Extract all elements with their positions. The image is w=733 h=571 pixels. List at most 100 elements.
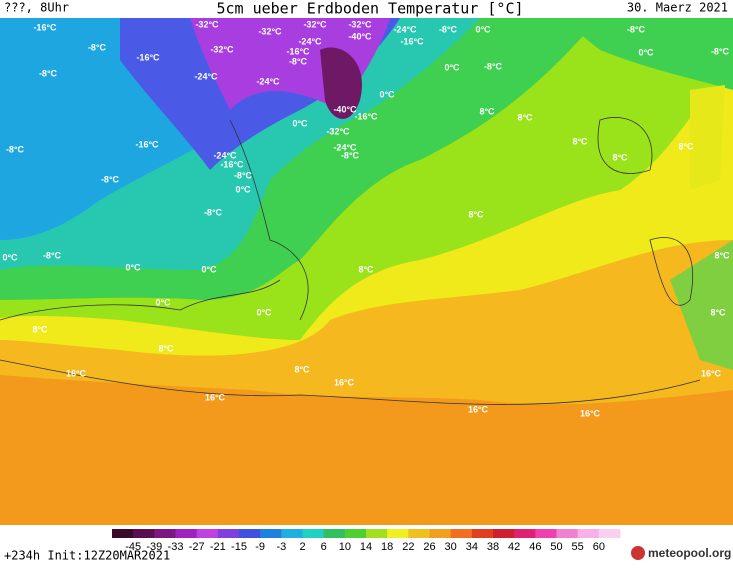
isotherm-label: 8°C <box>714 250 730 260</box>
isotherm-label: -24°C <box>194 71 218 81</box>
colorbar-swatch <box>323 529 346 538</box>
colorbar-label: -15 <box>231 541 247 553</box>
colorbar-swatch <box>556 529 579 538</box>
colorbar-label: 50 <box>550 541 562 553</box>
isotherm-label: -32°C <box>195 19 219 29</box>
header-date: 30. Maerz 2021 <box>627 1 728 15</box>
isotherm-label: -8°C <box>101 174 120 184</box>
isotherm-label: 0°C <box>379 89 395 99</box>
colorbar-swatch <box>429 529 452 538</box>
colorbar-swatch <box>577 529 600 538</box>
isotherm-label: -32°C <box>326 126 350 136</box>
colorbar-label: -3 <box>276 541 286 553</box>
isotherm-label: 8°C <box>358 264 374 274</box>
isotherm-label: -8°C <box>627 24 646 34</box>
colorbar-swatch <box>471 529 494 538</box>
isotherm-label: 0°C <box>475 24 491 34</box>
isotherm-label: -8°C <box>484 61 503 71</box>
isotherm-label: 16°C <box>205 392 226 402</box>
colorbar-label: 22 <box>402 541 414 553</box>
colorbar-swatch <box>154 529 176 538</box>
colorbar-label: 60 <box>593 541 605 553</box>
isotherm-label: -8°C <box>6 144 25 154</box>
colorbar-label: 42 <box>508 541 520 553</box>
isotherm-label: 8°C <box>710 307 726 317</box>
isotherm-label: 8°C <box>678 141 694 151</box>
colorbar-swatch <box>366 529 388 538</box>
colorbar-label: -21 <box>210 541 226 553</box>
isotherm-label: 16°C <box>468 404 489 414</box>
isotherm-label: 8°C <box>572 136 588 146</box>
isotherm-label: -8°C <box>289 56 308 66</box>
temperature-field <box>0 18 733 525</box>
colorbar-swatch <box>239 529 261 538</box>
colorbar-swatch <box>175 529 198 538</box>
colorbar-label: 26 <box>423 541 435 553</box>
isotherm-label: 8°C <box>468 209 484 219</box>
isotherm-label: -32°C <box>258 26 282 36</box>
colorbar-label: -27 <box>189 541 205 553</box>
isotherm-label: 0°C <box>444 62 460 72</box>
isotherm-label: 16°C <box>66 368 87 378</box>
isotherm-label: -24°C <box>393 24 417 34</box>
colorbar-swatch <box>196 529 219 538</box>
isotherm-label: 8°C <box>479 106 495 116</box>
colorbar-swatch <box>493 529 515 538</box>
isotherm-labels: -16°C-8°C-16°C-8°C-32°C-32°C-32°C-24°C-3… <box>2 19 730 418</box>
colorbar-label: -33 <box>168 541 184 553</box>
colorbar-swatch <box>408 529 430 538</box>
isotherm-label: -8°C <box>711 46 730 56</box>
isotherm-label: -40°C <box>333 104 357 114</box>
colorbar-swatch <box>514 529 536 538</box>
isotherm-label: 0°C <box>125 262 141 272</box>
isotherm-label: 0°C <box>2 252 18 262</box>
isotherm-label: -16°C <box>135 139 159 149</box>
isotherm-label: 8°C <box>32 324 48 334</box>
isotherm-label: 0°C <box>235 184 251 194</box>
isotherm-label: 16°C <box>580 408 601 418</box>
isotherm-label: -24°C <box>256 76 280 86</box>
isotherm-label: 0°C <box>256 307 272 317</box>
coastlines <box>0 117 701 405</box>
isotherm-label: 0°C <box>292 118 308 128</box>
isotherm-label: -16°C <box>220 159 244 169</box>
colorbar-label: 2 <box>299 541 305 553</box>
isotherm-label: -8°C <box>439 24 458 34</box>
colorbar-label: 46 <box>529 541 541 553</box>
colorbar-label: -39 <box>146 541 162 553</box>
colorbar-swatch <box>112 529 134 538</box>
isotherm-label: 8°C <box>294 364 310 374</box>
colorbar-label: -45 <box>125 541 141 553</box>
colorbar-label: -9 <box>255 541 265 553</box>
run-info: +234h Init:12Z20MAR2021 <box>4 549 170 563</box>
colorbar-swatch <box>133 529 155 538</box>
isotherm-label: 8°C <box>517 112 533 122</box>
colorbar-label: 14 <box>360 541 372 553</box>
isotherm-label: -24°C <box>298 36 322 46</box>
colorbar-swatch <box>217 529 240 538</box>
colorbar-label: 18 <box>381 541 393 553</box>
colorbar-swatch <box>598 529 621 538</box>
isotherm-label: -40°C <box>348 31 372 41</box>
isotherm-label: -16°C <box>400 36 424 46</box>
colorbar-swatch <box>281 529 303 538</box>
colorbar-swatch <box>302 529 325 538</box>
isotherm-label: 8°C <box>612 152 628 162</box>
colorbar-swatch <box>344 529 367 538</box>
isotherm-label: 8°C <box>158 343 174 353</box>
isotherm-label: 16°C <box>701 368 722 378</box>
title: 5cm ueber Erdboden Temperatur [°C] <box>216 0 523 18</box>
isotherm-label: -8°C <box>204 207 223 217</box>
isotherm-label: 0°C <box>155 297 171 307</box>
isotherm-label: -24°C <box>213 150 237 160</box>
isotherm-label: -8°C <box>43 250 62 260</box>
brand-logo <box>631 546 645 560</box>
isotherm-label: 0°C <box>201 264 217 274</box>
isotherm-label: -8°C <box>88 42 107 52</box>
header-left: ???, 8Uhr <box>4 1 69 15</box>
isotherm-label: -32°C <box>348 19 372 29</box>
isotherm-label: -8°C <box>234 170 253 180</box>
colorbar: -45 -39 -33 -27 -21 -15 -9 -3 2 6 10 14 18 22 26 30 34 38… <box>112 529 621 553</box>
isotherm-label: -8°C <box>39 68 58 78</box>
